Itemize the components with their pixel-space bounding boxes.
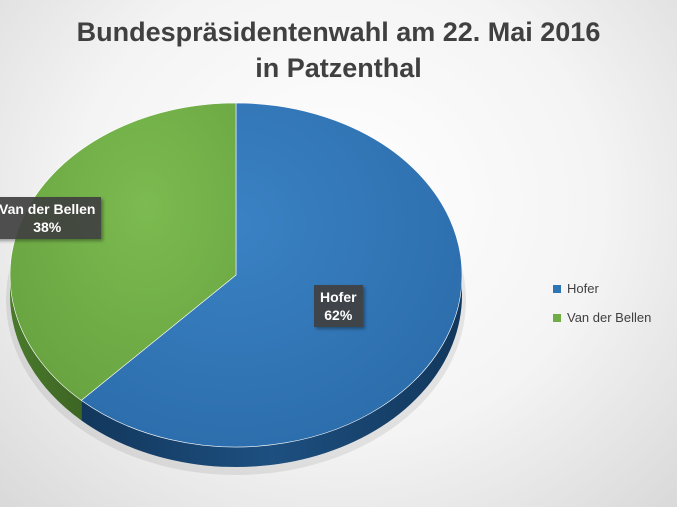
legend-item-van-der-bellen: Van der Bellen [553, 308, 651, 327]
legend-swatch-hofer [553, 284, 561, 293]
legend: Hofer Van der Bellen [553, 279, 651, 337]
legend-swatch-van-der-bellen [553, 313, 561, 322]
pie-side-van-der-bellen [9, 275, 82, 421]
pie-slice-hofer [80, 102, 463, 448]
data-label-hofer-name: Hofer [320, 289, 357, 305]
data-label-hofer: Hofer 62% [314, 285, 363, 327]
chart-title: Bundespräsidentenwahl am 22. Mai 2016 in… [0, 14, 677, 86]
legend-label-hofer: Hofer [567, 281, 599, 296]
chart-title-line-2: in Patzenthal [255, 53, 422, 83]
data-label-van-der-bellen-name: Van der Bellen [0, 201, 96, 217]
data-label-van-der-bellen-percent: 38% [33, 219, 62, 235]
data-label-hofer-percent: 62% [324, 307, 353, 323]
chart-title-line-1: Bundespräsidentenwahl am 22. Mai 2016 [76, 17, 601, 47]
legend-label-van-der-bellen: Van der Bellen [567, 310, 652, 325]
legend-item-hofer: Hofer [553, 279, 651, 298]
data-label-van-der-bellen: Van der Bellen 38% [0, 197, 102, 239]
pie-side-hofer [81, 275, 462, 467]
